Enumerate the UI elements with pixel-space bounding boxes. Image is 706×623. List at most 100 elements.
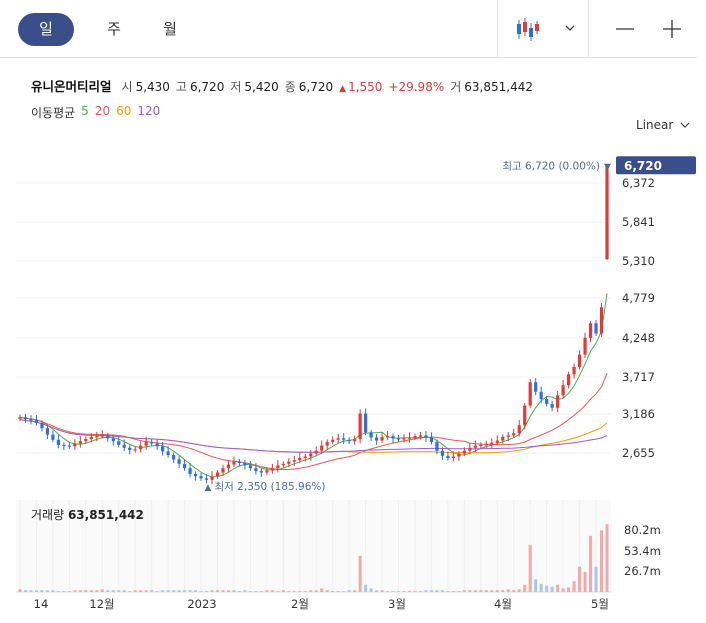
y-tick-label: 6,372 [622, 176, 655, 190]
volume-value: 63,851,442 [464, 80, 533, 94]
volume-bar [199, 591, 203, 592]
candle-body [451, 456, 455, 458]
y-tick-label: 4,248 [622, 331, 655, 345]
scale-label: Linear [636, 118, 674, 132]
ma-20[interactable]: 20 [94, 104, 111, 118]
candle-body [226, 464, 231, 469]
candle-body [517, 425, 521, 434]
candle-body [45, 428, 50, 435]
candle-body [309, 453, 313, 457]
candle-body [440, 450, 445, 456]
candle-body [396, 438, 401, 440]
volume-bar [440, 590, 444, 592]
ma-120[interactable]: 120 [137, 104, 161, 118]
candle-body [523, 405, 527, 426]
volume-bar [248, 591, 252, 592]
candle-body [545, 399, 549, 405]
candle-body [561, 385, 565, 396]
candle-body [512, 433, 516, 436]
close-label: 종 [284, 80, 296, 94]
candle-body [473, 445, 477, 448]
ma-5[interactable]: 5 [81, 104, 89, 118]
volume-bar [150, 590, 154, 592]
volume-bar [205, 591, 209, 592]
x-tick-label: 3월 [388, 597, 406, 611]
x-tick-label: 12월 [89, 597, 114, 611]
volume-bar [111, 590, 115, 592]
scale-selector[interactable]: Linear [636, 118, 692, 132]
candle-body [122, 444, 126, 448]
candle-body [254, 468, 258, 472]
y-tick-label: 5,841 [622, 215, 655, 229]
candle-body [221, 468, 225, 473]
candle-body [336, 438, 340, 440]
volume-bar [479, 590, 483, 592]
y-tick-label: 2,655 [622, 446, 655, 460]
volume-bar [40, 590, 44, 592]
ma-label: 이동평균 [31, 106, 76, 120]
current-price-label: 6,720 [624, 159, 662, 173]
high-label: 고 [175, 80, 187, 94]
tab-monthly[interactable]: 월 [163, 20, 177, 38]
candle-body [556, 395, 560, 408]
stock-name: 유니온머티리얼 [31, 79, 112, 94]
candle-body [106, 435, 110, 439]
volume-bar [451, 591, 455, 592]
plus-icon[interactable] [657, 14, 687, 44]
tab-daily[interactable]: 일 [18, 13, 74, 46]
candle-body [111, 438, 115, 442]
candle-body [566, 374, 571, 386]
candle-body [210, 476, 214, 480]
candle-body [462, 450, 466, 454]
volume-bar [336, 591, 340, 592]
candle-body [29, 419, 33, 421]
volume-bar [353, 590, 357, 592]
candle-body [292, 460, 296, 462]
volume-bar [232, 590, 236, 592]
volume-bar [325, 590, 329, 592]
candle-body [572, 366, 576, 375]
candle-body [407, 437, 412, 439]
volume-bar [243, 590, 247, 592]
volume-bar [462, 590, 466, 592]
close-value: 6,720 [298, 80, 334, 94]
moving-average-legend: 이동평균 5 20 60 120 [31, 104, 166, 121]
candle-body [265, 470, 269, 473]
chevron-down-icon[interactable] [556, 14, 586, 44]
volume-bar [331, 591, 335, 592]
high-arrow-icon: ▼ [604, 162, 611, 172]
volume-bar [550, 586, 554, 592]
volume-bar [446, 591, 450, 592]
volume-panel-bg [16, 500, 611, 592]
toolbar-divider [588, 0, 589, 58]
candle-body [287, 461, 291, 464]
tab-weekly[interactable]: 주 [107, 20, 121, 38]
volume-bar [78, 590, 82, 592]
volume-bar [18, 589, 22, 592]
volume-bar [572, 581, 576, 592]
volume-bar [512, 590, 516, 592]
candle-body [446, 455, 450, 458]
volume-tick-label: 80.2m [624, 523, 661, 537]
volume-bar [397, 591, 401, 592]
volume-tick-label: 26.7m [624, 564, 661, 578]
volume-bar [314, 590, 318, 592]
open-label: 시 [121, 80, 133, 94]
volume-bar [172, 590, 176, 592]
candle-body [418, 435, 423, 437]
minus-icon[interactable] [610, 14, 640, 44]
candle-body [89, 436, 93, 440]
candle-body [248, 465, 253, 469]
volume-bar [484, 590, 488, 592]
volume-bars [18, 524, 609, 592]
volume-bar [67, 591, 71, 592]
volume-bar [237, 591, 241, 592]
y-tick-label: 5,310 [622, 254, 655, 268]
volume-bar [29, 590, 33, 592]
candle-body [314, 450, 318, 454]
candle-body [34, 420, 39, 424]
candlestick-icon[interactable] [512, 14, 542, 44]
candle-body [298, 457, 302, 461]
ma-60[interactable]: 60 [116, 104, 132, 118]
